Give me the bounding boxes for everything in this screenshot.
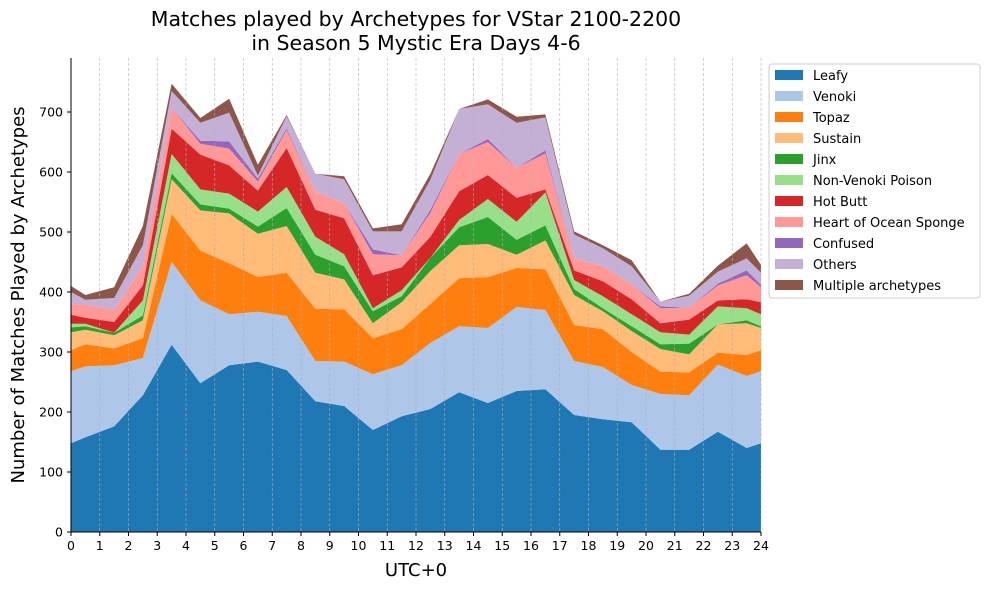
legend-swatch-heart-of-ocean-sponge bbox=[775, 217, 803, 227]
x-tick-label: 19 bbox=[609, 538, 625, 553]
x-tick-label: 7 bbox=[268, 538, 276, 553]
legend-label-others: Others bbox=[813, 258, 857, 273]
x-tick-label: 0 bbox=[67, 538, 75, 553]
legend-swatch-non-venoki-poison bbox=[775, 175, 803, 185]
legend-swatch-multiple-archetypes bbox=[775, 280, 803, 290]
grid-layer bbox=[99, 58, 762, 532]
chart-title-line-2: in Season 5 Mystic Era Days 4-6 bbox=[251, 31, 580, 55]
legend-swatch-jinx bbox=[775, 154, 803, 164]
x-axis-title: UTC+0 bbox=[385, 560, 447, 581]
chart-title-line-1: Matches played by Archetypes for VStar 2… bbox=[151, 7, 681, 31]
y-axis-title: Number of Matches Played by Archetypes bbox=[8, 106, 29, 483]
x-tick-label: 20 bbox=[638, 538, 654, 553]
legend-label-hot-butt: Hot Butt bbox=[813, 195, 867, 210]
x-tick-label: 24 bbox=[753, 538, 769, 553]
legend-label-leafy: Leafy bbox=[813, 69, 848, 84]
y-tick-label: 0 bbox=[55, 525, 63, 540]
x-tick-label: 16 bbox=[523, 538, 539, 553]
x-tick-label: 8 bbox=[297, 538, 305, 553]
legend-label-heart-of-ocean-sponge: Heart of Ocean Sponge bbox=[813, 216, 965, 231]
x-tick-label: 21 bbox=[667, 538, 683, 553]
x-tick-label: 10 bbox=[351, 538, 367, 553]
legend-label-non-venoki-poison: Non-Venoki Poison bbox=[813, 174, 932, 189]
x-tick-label: 3 bbox=[153, 538, 161, 553]
x-tick-label: 17 bbox=[552, 538, 568, 553]
legend-swatch-hot-butt bbox=[775, 196, 803, 206]
x-tick-label: 11 bbox=[379, 538, 395, 553]
legend-frame bbox=[768, 63, 981, 299]
x-tick-label: 13 bbox=[437, 538, 453, 553]
titles-layer: Matches played by Archetypes for VStar 2… bbox=[8, 7, 681, 581]
x-tick-label: 22 bbox=[696, 538, 712, 553]
y-tick-label: 100 bbox=[39, 465, 63, 480]
x-tick-label: 18 bbox=[581, 538, 597, 553]
x-tick-label: 4 bbox=[182, 538, 190, 553]
legend-swatch-venoki bbox=[775, 91, 803, 101]
legend-swatch-topaz bbox=[775, 112, 803, 122]
y-tick-label: 500 bbox=[39, 225, 63, 240]
x-tick-label: 23 bbox=[724, 538, 740, 553]
x-tick-label: 6 bbox=[240, 538, 248, 553]
legend-swatch-sustain bbox=[775, 133, 803, 143]
ticks-layer: 0 1 2 3 4 5 6 7 8 9 10 11 12 13 14 15 16 17 18 19 20 21 22 23 24… bbox=[39, 105, 769, 554]
x-tick-label: 2 bbox=[125, 538, 133, 553]
legend-label-multiple-archetypes: Multiple archetypes bbox=[813, 279, 941, 294]
area-series-non-venoki-poison bbox=[71, 154, 761, 345]
legend: Leafy Venoki Topaz Sustain Jinx Non-Venoki Po… bbox=[768, 63, 981, 299]
legend-swatch-others bbox=[775, 259, 803, 269]
x-tick-label: 15 bbox=[494, 538, 510, 553]
x-tick-label: 1 bbox=[96, 538, 104, 553]
y-tick-label: 400 bbox=[39, 285, 63, 300]
legend-label-sustain: Sustain bbox=[813, 132, 861, 147]
legend-label-topaz: Topaz bbox=[812, 111, 850, 126]
y-tick-label: 300 bbox=[39, 345, 63, 360]
y-tick-label: 700 bbox=[39, 105, 63, 120]
legend-label-confused: Confused bbox=[813, 237, 874, 252]
x-tick-label: 12 bbox=[408, 538, 424, 553]
legend-swatch-leafy bbox=[775, 70, 803, 80]
x-tick-label: 14 bbox=[466, 538, 482, 553]
y-tick-label: 600 bbox=[39, 165, 63, 180]
legend-label-jinx: Jinx bbox=[812, 153, 837, 168]
legend-swatch-confused bbox=[775, 238, 803, 248]
legend-label-venoki: Venoki bbox=[813, 90, 856, 105]
x-tick-label: 5 bbox=[211, 538, 219, 553]
y-tick-label: 200 bbox=[39, 405, 63, 420]
x-tick-label: 9 bbox=[326, 538, 334, 553]
